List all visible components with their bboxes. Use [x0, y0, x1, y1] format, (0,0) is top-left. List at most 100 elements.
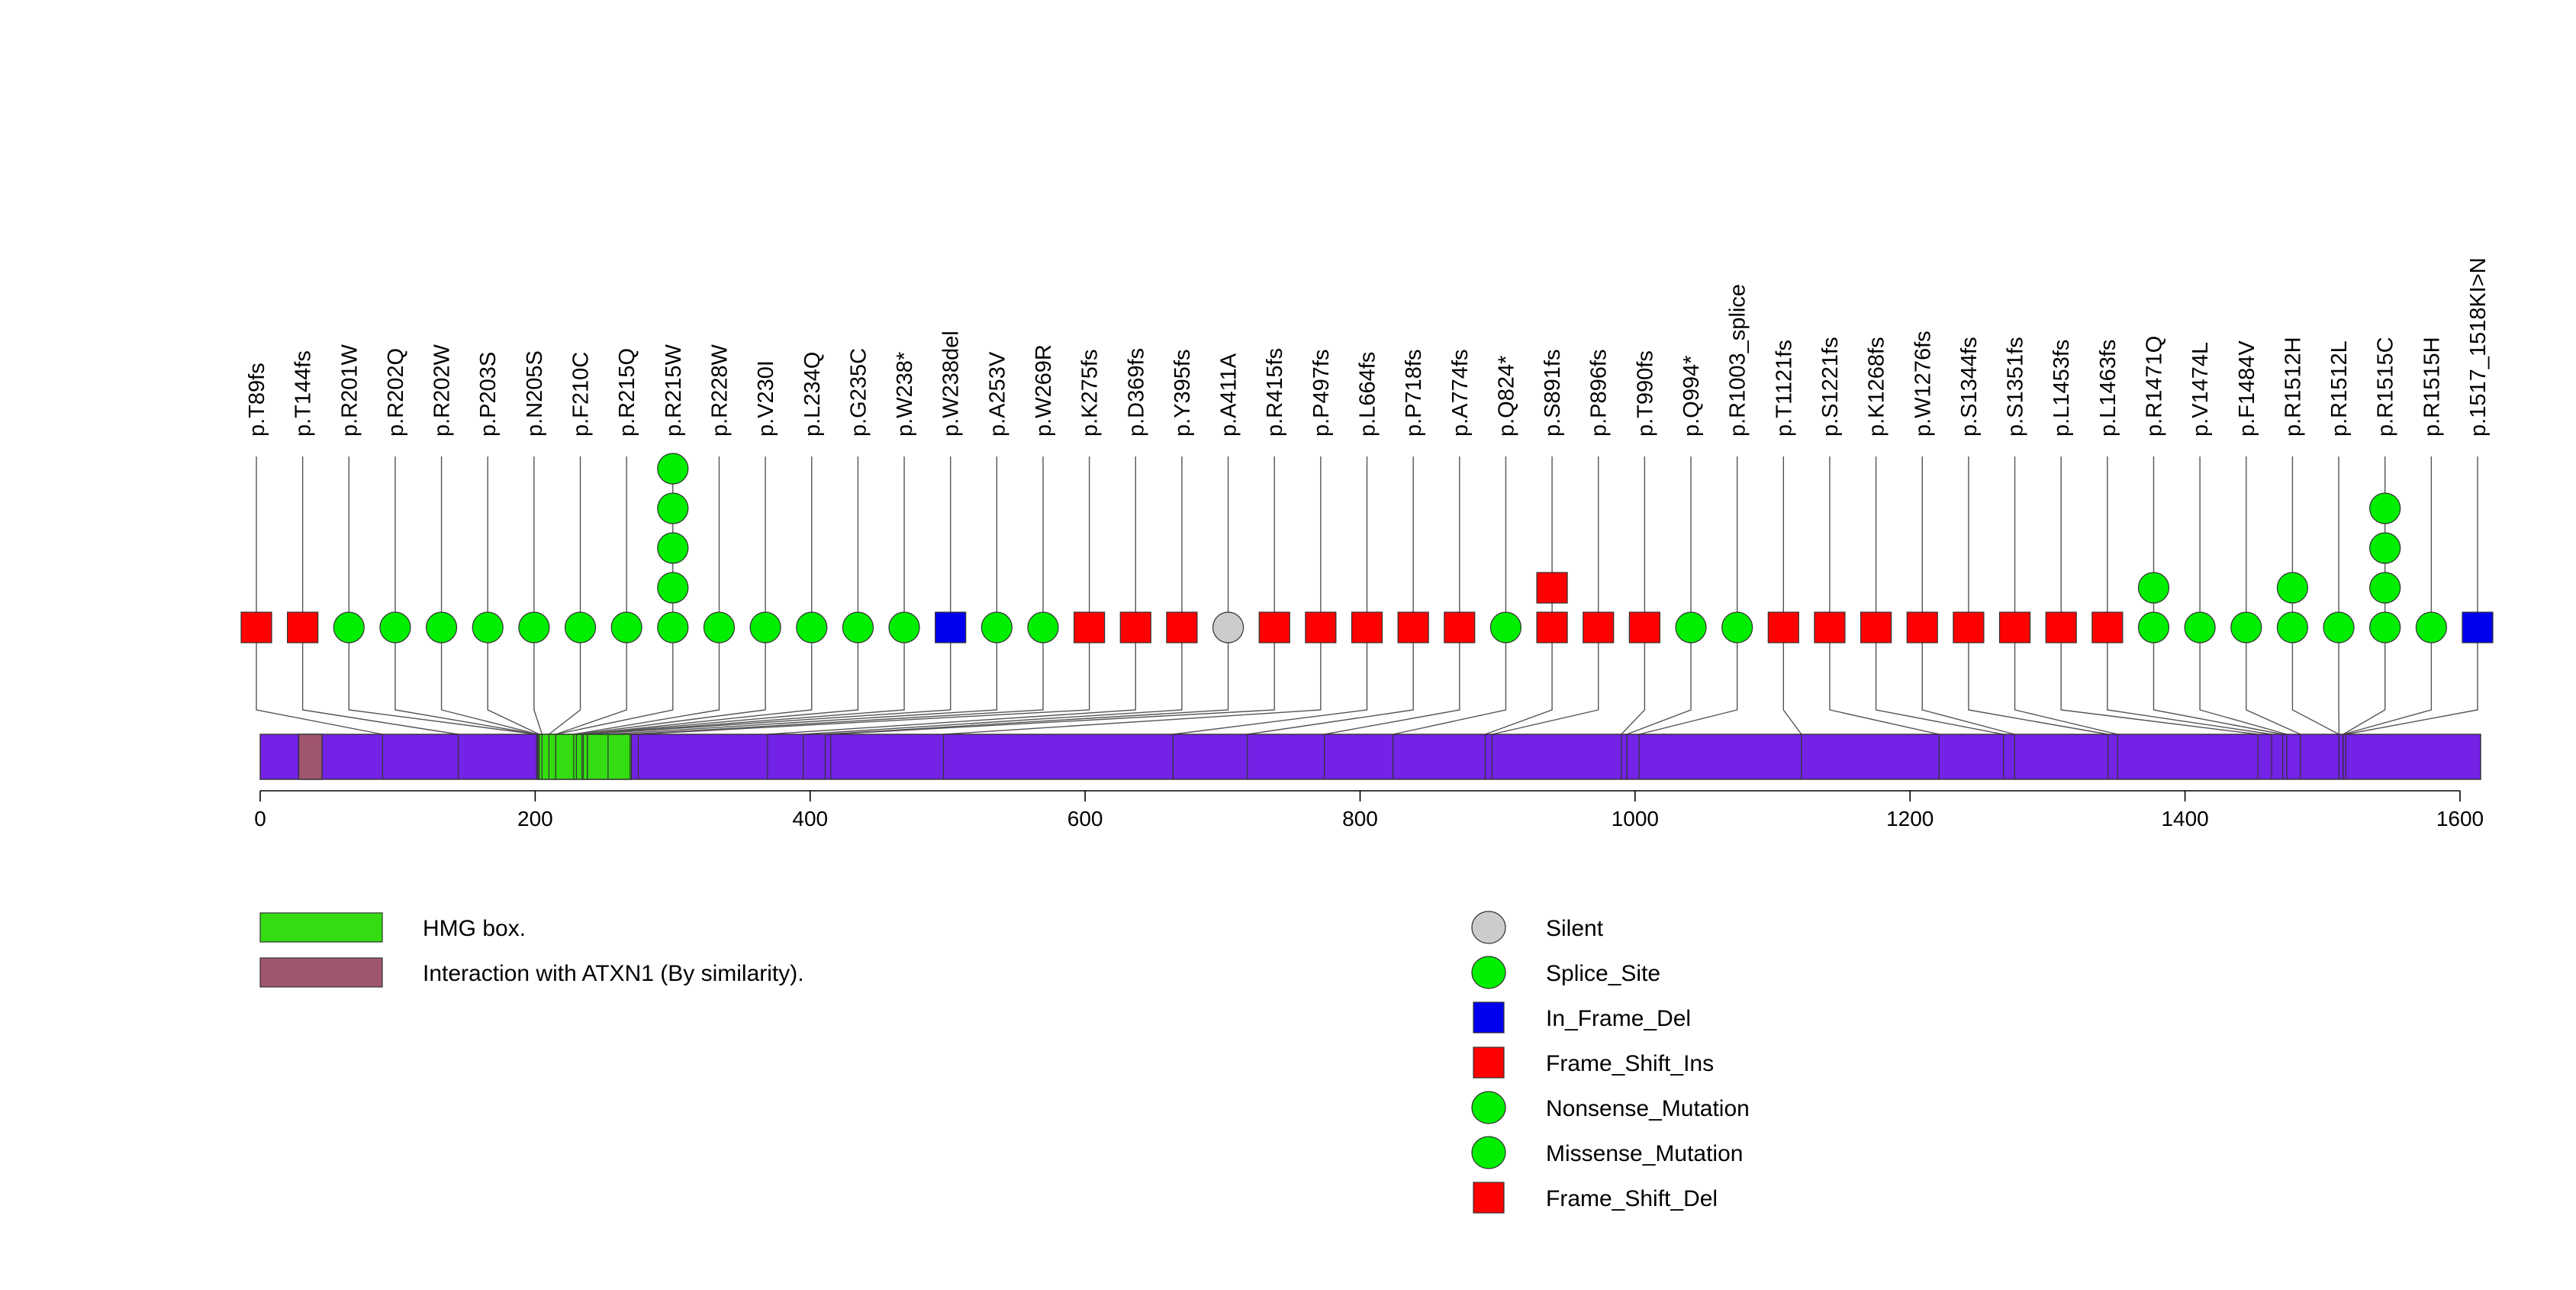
- connector-line: [301, 456, 459, 735]
- connector-line: [1492, 456, 1599, 735]
- mutation-label: p.W269R: [1032, 344, 1056, 437]
- mutation-marker-square: [1166, 611, 1198, 643]
- mutation-label: p.A774fs: [1448, 350, 1473, 437]
- mutation-label: p.P203S: [476, 352, 501, 437]
- mutation-marker-square: [1351, 611, 1383, 643]
- connector-line: [2343, 456, 2433, 735]
- mutation-marker-circle: [2323, 611, 2355, 643]
- mutation-marker-square: [1119, 611, 1151, 643]
- connector-line: [581, 456, 813, 735]
- mutation-type-legend: Silent Splice_Site In_Frame_Del Frame_Shift…: [1471, 911, 1750, 1214]
- type-legend-label: Missense_Mutation: [1546, 1141, 1743, 1166]
- connector-line: [573, 456, 720, 735]
- connector-line: [1173, 456, 1368, 735]
- connector-line: [548, 456, 581, 735]
- mutation-marker-circle: [2369, 572, 2401, 604]
- axis-tick-label: 1000: [1612, 807, 1659, 830]
- connector-line: [1639, 456, 1738, 735]
- mutation-marker-square: [1536, 572, 1568, 604]
- mutation-marker-square: [240, 611, 272, 643]
- connector-line: [2291, 456, 2339, 735]
- mutation-marker-square: [1397, 611, 1429, 643]
- axis-tick-label: 0: [254, 807, 266, 830]
- mutation-label: p.A411A: [1217, 353, 1241, 437]
- mutation-label: p.S1344fs: [1957, 337, 1982, 437]
- mutation-label: p.P718fs: [1402, 350, 1426, 437]
- mutation-marker-square: [1305, 611, 1337, 643]
- type-legend-label: Splice_Site: [1546, 961, 1660, 986]
- type-legend-label: Frame_Shift_Ins: [1546, 1051, 1714, 1076]
- connector-line: [348, 456, 537, 735]
- connector-line: [638, 456, 1090, 735]
- mutation-marker-circle: [657, 532, 689, 564]
- mutation-label: p.W238del: [939, 331, 964, 437]
- x-axis: 0 200 400 600 800 1000 1200 1400 1600: [254, 790, 2484, 830]
- mutation-label: p.N205S: [523, 350, 547, 437]
- connector-line: [2060, 456, 2259, 735]
- mutation-marker-circle: [564, 611, 597, 643]
- mutation-marker-square: [1860, 611, 1892, 643]
- mutation-label: p.R201W: [337, 343, 362, 437]
- mutation-label: p.R415fs: [1263, 348, 1287, 437]
- connector-line: [1485, 456, 1553, 735]
- mutation-marker-circle: [1721, 611, 1753, 643]
- connector-line: [943, 456, 1322, 735]
- type-legend-label: Frame_Shift_Del: [1546, 1186, 1718, 1211]
- mutation-label: p.G235C: [846, 348, 871, 437]
- connector-line: [555, 456, 627, 735]
- connector-line: [1829, 456, 1940, 735]
- connector-line: [587, 456, 905, 735]
- mutation-marker-circle: [2276, 572, 2309, 604]
- mutation-marker-square: [1074, 611, 1106, 643]
- mutation-label: p.W238*: [893, 352, 917, 437]
- lollipop-layer: [240, 453, 2494, 643]
- connector-line: [1921, 456, 2015, 735]
- connector-line: [1621, 456, 1646, 735]
- mutation-marker-circle: [2137, 572, 2170, 604]
- mutation-label: p.Q994*: [1679, 356, 1704, 437]
- mutation-marker-square: [1444, 611, 1476, 643]
- connector-line: [2199, 456, 2288, 735]
- mutation-label: p.P497fs: [1309, 350, 1334, 437]
- connector-line: [555, 456, 674, 735]
- connector-line: [1247, 456, 1414, 735]
- mutation-label: p.V230I: [754, 360, 778, 437]
- mutation-marker-square: [935, 611, 967, 643]
- connector-line: [1782, 456, 1802, 735]
- mutation-label: p.T89fs: [245, 363, 269, 437]
- type-legend-label: Nonsense_Mutation: [1546, 1096, 1750, 1121]
- mutation-marker-circle: [1675, 611, 1707, 643]
- mutation-marker-circle: [379, 611, 411, 643]
- mutation-marker-circle: [610, 611, 642, 643]
- connector-line: [583, 456, 859, 735]
- mutation-label: p.K275fs: [1078, 350, 1103, 437]
- mutation-marker-square: [1583, 611, 1615, 643]
- mutation-label: p.F210C: [569, 352, 594, 437]
- connector-line: [1875, 456, 2004, 735]
- mutation-marker-square: [1953, 611, 1985, 643]
- mutation-marker-circle: [2369, 611, 2401, 643]
- type-legend-circle: [1471, 911, 1506, 944]
- mutation-marker-circle: [2369, 532, 2401, 564]
- connector-line: [803, 456, 1183, 735]
- connector-line: [2153, 456, 2283, 735]
- type-legend-square: [1473, 1182, 1505, 1214]
- type-legend-circle: [1471, 956, 1506, 989]
- connector-line: [487, 456, 540, 735]
- protein-domain: [298, 734, 323, 780]
- mutation-label: p.R228W: [707, 343, 732, 437]
- type-legend-label: Silent: [1546, 916, 1604, 941]
- axis-tick-label: 600: [1067, 807, 1103, 830]
- domain-legend-label: HMG box.: [423, 916, 526, 941]
- connector-line: [576, 456, 766, 735]
- mutation-label: p.R1003_splice: [1726, 284, 1750, 437]
- mutation-marker-square: [2091, 611, 2124, 643]
- mutation-label: p.S1351fs: [2004, 337, 2028, 437]
- connector-lines: [256, 456, 2478, 735]
- mutation-label: p.R1515C: [2374, 337, 2398, 437]
- mutation-marker-circle: [657, 453, 689, 485]
- mutation-marker-circle: [1027, 611, 1059, 643]
- mutation-label: p.S1221fs: [1818, 337, 1843, 437]
- mutation-label: p.P896fs: [1587, 350, 1612, 437]
